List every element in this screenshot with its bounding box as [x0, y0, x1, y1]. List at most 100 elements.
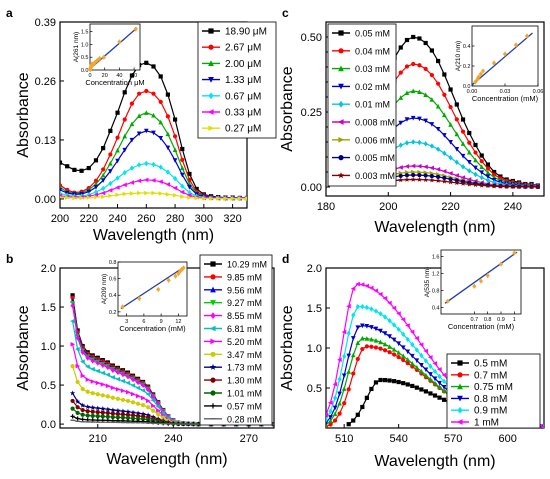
legend-marker	[457, 383, 463, 390]
data-point	[328, 418, 333, 423]
data-point	[140, 388, 146, 393]
data-point	[80, 402, 86, 408]
legend-marker	[210, 338, 217, 345]
data-point	[492, 169, 497, 175]
legend-entry: 9.56 mM	[227, 285, 262, 295]
inset-a: 0 20 40 60 0.0 0.5 1.0 1.5 Concentration μM A(261…	[73, 23, 145, 87]
data-point	[473, 150, 478, 155]
inset-x-axis-label: Concentration (mM)	[448, 322, 515, 331]
legend-marker	[208, 125, 215, 132]
data-point	[355, 303, 360, 310]
data-point	[411, 172, 416, 178]
data-point	[105, 364, 110, 371]
data-point	[419, 362, 424, 368]
data-point	[85, 364, 90, 369]
inset-y-tick-label: 0.2	[109, 310, 117, 316]
data-point	[125, 380, 131, 386]
data-point	[405, 382, 410, 387]
legend-marker	[337, 172, 345, 179]
legend-entry: 1 mM	[474, 418, 499, 429]
data-point	[441, 397, 447, 402]
data-point	[467, 140, 472, 145]
data-point	[391, 337, 397, 343]
data-point	[230, 196, 236, 201]
data-point	[156, 408, 161, 413]
inset-data-point	[181, 265, 186, 271]
legend-marker	[338, 136, 345, 143]
data-point	[423, 92, 428, 97]
data-point	[351, 312, 356, 318]
data-point	[467, 168, 472, 174]
data-point	[143, 177, 149, 183]
data-point	[404, 164, 410, 169]
data-point	[120, 397, 126, 402]
data-point	[435, 126, 441, 132]
data-point	[328, 400, 333, 405]
data-point	[101, 194, 106, 199]
data-point	[223, 196, 228, 201]
data-point	[180, 157, 185, 163]
data-point	[460, 180, 466, 186]
inset-y-axis-label: A(210 nm)	[455, 41, 462, 71]
data-point	[401, 381, 406, 386]
data-point	[351, 371, 356, 376]
data-point	[100, 406, 106, 411]
data-point	[355, 356, 360, 362]
data-point	[429, 177, 435, 183]
data-point	[387, 334, 392, 339]
data-point	[479, 170, 485, 176]
inset-data-point	[473, 79, 478, 85]
legend-entry: 3.47 mM	[227, 350, 262, 360]
data-point	[70, 414, 75, 419]
inset-data-point	[176, 271, 181, 277]
data-point	[150, 178, 156, 183]
data-point	[400, 345, 406, 350]
inset-y-tick-label: 1.5	[81, 30, 89, 36]
data-point	[72, 195, 77, 201]
data-point	[100, 393, 105, 398]
legend-entry: 0.67 μM	[225, 91, 261, 102]
data-point	[151, 161, 156, 168]
data-point	[337, 411, 342, 416]
data-point	[432, 376, 438, 382]
data-point	[140, 382, 146, 389]
data-point	[179, 165, 185, 171]
data-point	[442, 92, 447, 97]
data-point	[70, 293, 75, 298]
data-point	[158, 99, 163, 104]
x-tick-label: 220	[441, 201, 459, 213]
data-point	[432, 380, 438, 386]
data-point	[435, 177, 441, 183]
data-point	[341, 386, 347, 391]
legend-entry: 0.003 mM	[355, 171, 395, 181]
data-point	[79, 168, 84, 173]
data-point	[346, 330, 351, 337]
x-tick-label: 260	[137, 213, 155, 225]
data-point	[473, 171, 478, 178]
data-point	[120, 378, 126, 384]
data-point	[115, 192, 121, 198]
x-tick-label: 270	[240, 433, 258, 445]
data-point	[460, 175, 466, 180]
data-point	[137, 190, 142, 196]
data-point	[90, 358, 95, 364]
x-axis-label: Wavelength (nm)	[374, 453, 495, 470]
legend-marker	[338, 155, 344, 161]
inset-y-tick-label: 0.0	[81, 68, 89, 74]
inset-y-tick-label: 1.0	[81, 42, 89, 48]
inset-data-point	[166, 277, 171, 283]
data-point	[387, 350, 392, 355]
legend-entry: 0.7 mM	[474, 370, 507, 381]
data-point	[401, 357, 406, 363]
legend-marker	[337, 119, 344, 125]
data-point	[179, 172, 185, 178]
data-point	[187, 195, 192, 200]
data-point	[429, 173, 434, 179]
data-point	[130, 400, 136, 405]
inset-y-tick-label: 1.6	[432, 254, 440, 260]
data-point	[180, 183, 185, 189]
inset-y-tick-label: 0.4	[463, 44, 471, 50]
data-point	[404, 90, 410, 96]
data-point	[216, 196, 221, 201]
legend-entry: 0.33 μM	[225, 108, 261, 119]
